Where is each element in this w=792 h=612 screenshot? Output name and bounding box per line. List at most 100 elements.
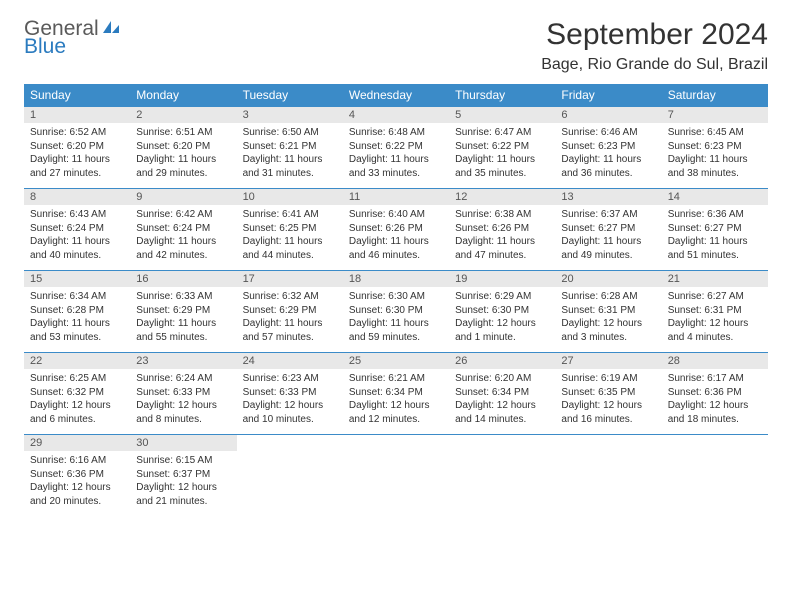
week-row: 22Sunrise: 6:25 AMSunset: 6:32 PMDayligh… (24, 353, 768, 435)
sunrise-text: Sunrise: 6:29 AM (455, 290, 549, 304)
day-body: Sunrise: 6:28 AMSunset: 6:31 PMDaylight:… (555, 287, 661, 352)
sunset-text: Sunset: 6:34 PM (455, 386, 549, 400)
sail-icon (101, 17, 121, 40)
sunset-text: Sunset: 6:20 PM (30, 140, 124, 154)
sunset-text: Sunset: 6:23 PM (561, 140, 655, 154)
day-number: 7 (662, 107, 768, 123)
day-cell: 21Sunrise: 6:27 AMSunset: 6:31 PMDayligh… (662, 271, 768, 353)
sunrise-text: Sunrise: 6:28 AM (561, 290, 655, 304)
day-cell: 16Sunrise: 6:33 AMSunset: 6:29 PMDayligh… (130, 271, 236, 353)
day-number: 23 (130, 353, 236, 369)
day-number: 22 (24, 353, 130, 369)
day-cell: 23Sunrise: 6:24 AMSunset: 6:33 PMDayligh… (130, 353, 236, 435)
daylight-text: Daylight: 11 hours and 35 minutes. (455, 153, 549, 180)
daylight-text: Daylight: 11 hours and 53 minutes. (30, 317, 124, 344)
sunset-text: Sunset: 6:35 PM (561, 386, 655, 400)
page-header: General Blue September 2024 Bage, Rio Gr… (24, 18, 768, 74)
daylight-text: Daylight: 12 hours and 12 minutes. (349, 399, 443, 426)
day-cell: 1Sunrise: 6:52 AMSunset: 6:20 PMDaylight… (24, 107, 130, 189)
daylight-text: Daylight: 11 hours and 51 minutes. (668, 235, 762, 262)
day-body: Sunrise: 6:36 AMSunset: 6:27 PMDaylight:… (662, 205, 768, 270)
brand-logo: General Blue (24, 18, 121, 57)
day-body: Sunrise: 6:17 AMSunset: 6:36 PMDaylight:… (662, 369, 768, 434)
sunrise-text: Sunrise: 6:38 AM (455, 208, 549, 222)
sunrise-text: Sunrise: 6:17 AM (668, 372, 762, 386)
day-number: 26 (449, 353, 555, 369)
brand-name-part2: Blue (24, 35, 66, 58)
day-body: Sunrise: 6:45 AMSunset: 6:23 PMDaylight:… (662, 123, 768, 188)
day-cell: 3Sunrise: 6:50 AMSunset: 6:21 PMDaylight… (237, 107, 343, 189)
daylight-text: Daylight: 12 hours and 20 minutes. (30, 481, 124, 508)
day-cell: 14Sunrise: 6:36 AMSunset: 6:27 PMDayligh… (662, 189, 768, 271)
day-cell: 2Sunrise: 6:51 AMSunset: 6:20 PMDaylight… (130, 107, 236, 189)
daylight-text: Daylight: 11 hours and 55 minutes. (136, 317, 230, 344)
sunrise-text: Sunrise: 6:36 AM (668, 208, 762, 222)
day-body: Sunrise: 6:50 AMSunset: 6:21 PMDaylight:… (237, 123, 343, 188)
day-number: 25 (343, 353, 449, 369)
daylight-text: Daylight: 11 hours and 46 minutes. (349, 235, 443, 262)
daylight-text: Daylight: 12 hours and 3 minutes. (561, 317, 655, 344)
day-body: Sunrise: 6:52 AMSunset: 6:20 PMDaylight:… (24, 123, 130, 188)
daylight-text: Daylight: 12 hours and 10 minutes. (243, 399, 337, 426)
day-cell: 18Sunrise: 6:30 AMSunset: 6:30 PMDayligh… (343, 271, 449, 353)
daylight-text: Daylight: 11 hours and 40 minutes. (30, 235, 124, 262)
title-block: September 2024 Bage, Rio Grande do Sul, … (541, 18, 768, 74)
sunset-text: Sunset: 6:24 PM (136, 222, 230, 236)
sunset-text: Sunset: 6:37 PM (136, 468, 230, 482)
day-number: 29 (24, 435, 130, 451)
day-number: 10 (237, 189, 343, 205)
day-body: Sunrise: 6:43 AMSunset: 6:24 PMDaylight:… (24, 205, 130, 270)
sunset-text: Sunset: 6:26 PM (349, 222, 443, 236)
day-number: 16 (130, 271, 236, 287)
sunrise-text: Sunrise: 6:37 AM (561, 208, 655, 222)
sunset-text: Sunset: 6:31 PM (561, 304, 655, 318)
day-number: 19 (449, 271, 555, 287)
day-cell: 28Sunrise: 6:17 AMSunset: 6:36 PMDayligh… (662, 353, 768, 435)
daylight-text: Daylight: 12 hours and 18 minutes. (668, 399, 762, 426)
sunrise-text: Sunrise: 6:43 AM (30, 208, 124, 222)
day-body: Sunrise: 6:34 AMSunset: 6:28 PMDaylight:… (24, 287, 130, 352)
day-body: Sunrise: 6:24 AMSunset: 6:33 PMDaylight:… (130, 369, 236, 434)
daylight-text: Daylight: 12 hours and 21 minutes. (136, 481, 230, 508)
day-cell: 15Sunrise: 6:34 AMSunset: 6:28 PMDayligh… (24, 271, 130, 353)
daylight-text: Daylight: 11 hours and 38 minutes. (668, 153, 762, 180)
day-cell: 10Sunrise: 6:41 AMSunset: 6:25 PMDayligh… (237, 189, 343, 271)
day-cell: 22Sunrise: 6:25 AMSunset: 6:32 PMDayligh… (24, 353, 130, 435)
day-number: 9 (130, 189, 236, 205)
sunrise-text: Sunrise: 6:15 AM (136, 454, 230, 468)
day-body: Sunrise: 6:27 AMSunset: 6:31 PMDaylight:… (662, 287, 768, 352)
day-number: 18 (343, 271, 449, 287)
empty-cell (449, 435, 555, 517)
sunset-text: Sunset: 6:27 PM (668, 222, 762, 236)
empty-cell (662, 435, 768, 517)
day-cell: 6Sunrise: 6:46 AMSunset: 6:23 PMDaylight… (555, 107, 661, 189)
empty-cell (343, 435, 449, 517)
daylight-text: Daylight: 11 hours and 31 minutes. (243, 153, 337, 180)
day-number: 4 (343, 107, 449, 123)
day-cell: 5Sunrise: 6:47 AMSunset: 6:22 PMDaylight… (449, 107, 555, 189)
day-body: Sunrise: 6:38 AMSunset: 6:26 PMDaylight:… (449, 205, 555, 270)
daylight-text: Daylight: 11 hours and 47 minutes. (455, 235, 549, 262)
day-number: 27 (555, 353, 661, 369)
day-body: Sunrise: 6:37 AMSunset: 6:27 PMDaylight:… (555, 205, 661, 270)
daylight-text: Daylight: 11 hours and 36 minutes. (561, 153, 655, 180)
day-body: Sunrise: 6:29 AMSunset: 6:30 PMDaylight:… (449, 287, 555, 352)
day-body: Sunrise: 6:46 AMSunset: 6:23 PMDaylight:… (555, 123, 661, 188)
day-cell: 8Sunrise: 6:43 AMSunset: 6:24 PMDaylight… (24, 189, 130, 271)
daylight-text: Daylight: 12 hours and 8 minutes. (136, 399, 230, 426)
empty-cell (555, 435, 661, 517)
sunrise-text: Sunrise: 6:20 AM (455, 372, 549, 386)
sunset-text: Sunset: 6:33 PM (243, 386, 337, 400)
day-body: Sunrise: 6:16 AMSunset: 6:36 PMDaylight:… (24, 451, 130, 516)
day-body: Sunrise: 6:23 AMSunset: 6:33 PMDaylight:… (237, 369, 343, 434)
day-header-row: Sunday Monday Tuesday Wednesday Thursday… (24, 84, 768, 107)
day-cell: 27Sunrise: 6:19 AMSunset: 6:35 PMDayligh… (555, 353, 661, 435)
day-number: 12 (449, 189, 555, 205)
sunset-text: Sunset: 6:29 PM (243, 304, 337, 318)
sunset-text: Sunset: 6:31 PM (668, 304, 762, 318)
sunset-text: Sunset: 6:22 PM (349, 140, 443, 154)
day-body: Sunrise: 6:51 AMSunset: 6:20 PMDaylight:… (130, 123, 236, 188)
day-number: 11 (343, 189, 449, 205)
sunset-text: Sunset: 6:24 PM (30, 222, 124, 236)
day-body: Sunrise: 6:48 AMSunset: 6:22 PMDaylight:… (343, 123, 449, 188)
